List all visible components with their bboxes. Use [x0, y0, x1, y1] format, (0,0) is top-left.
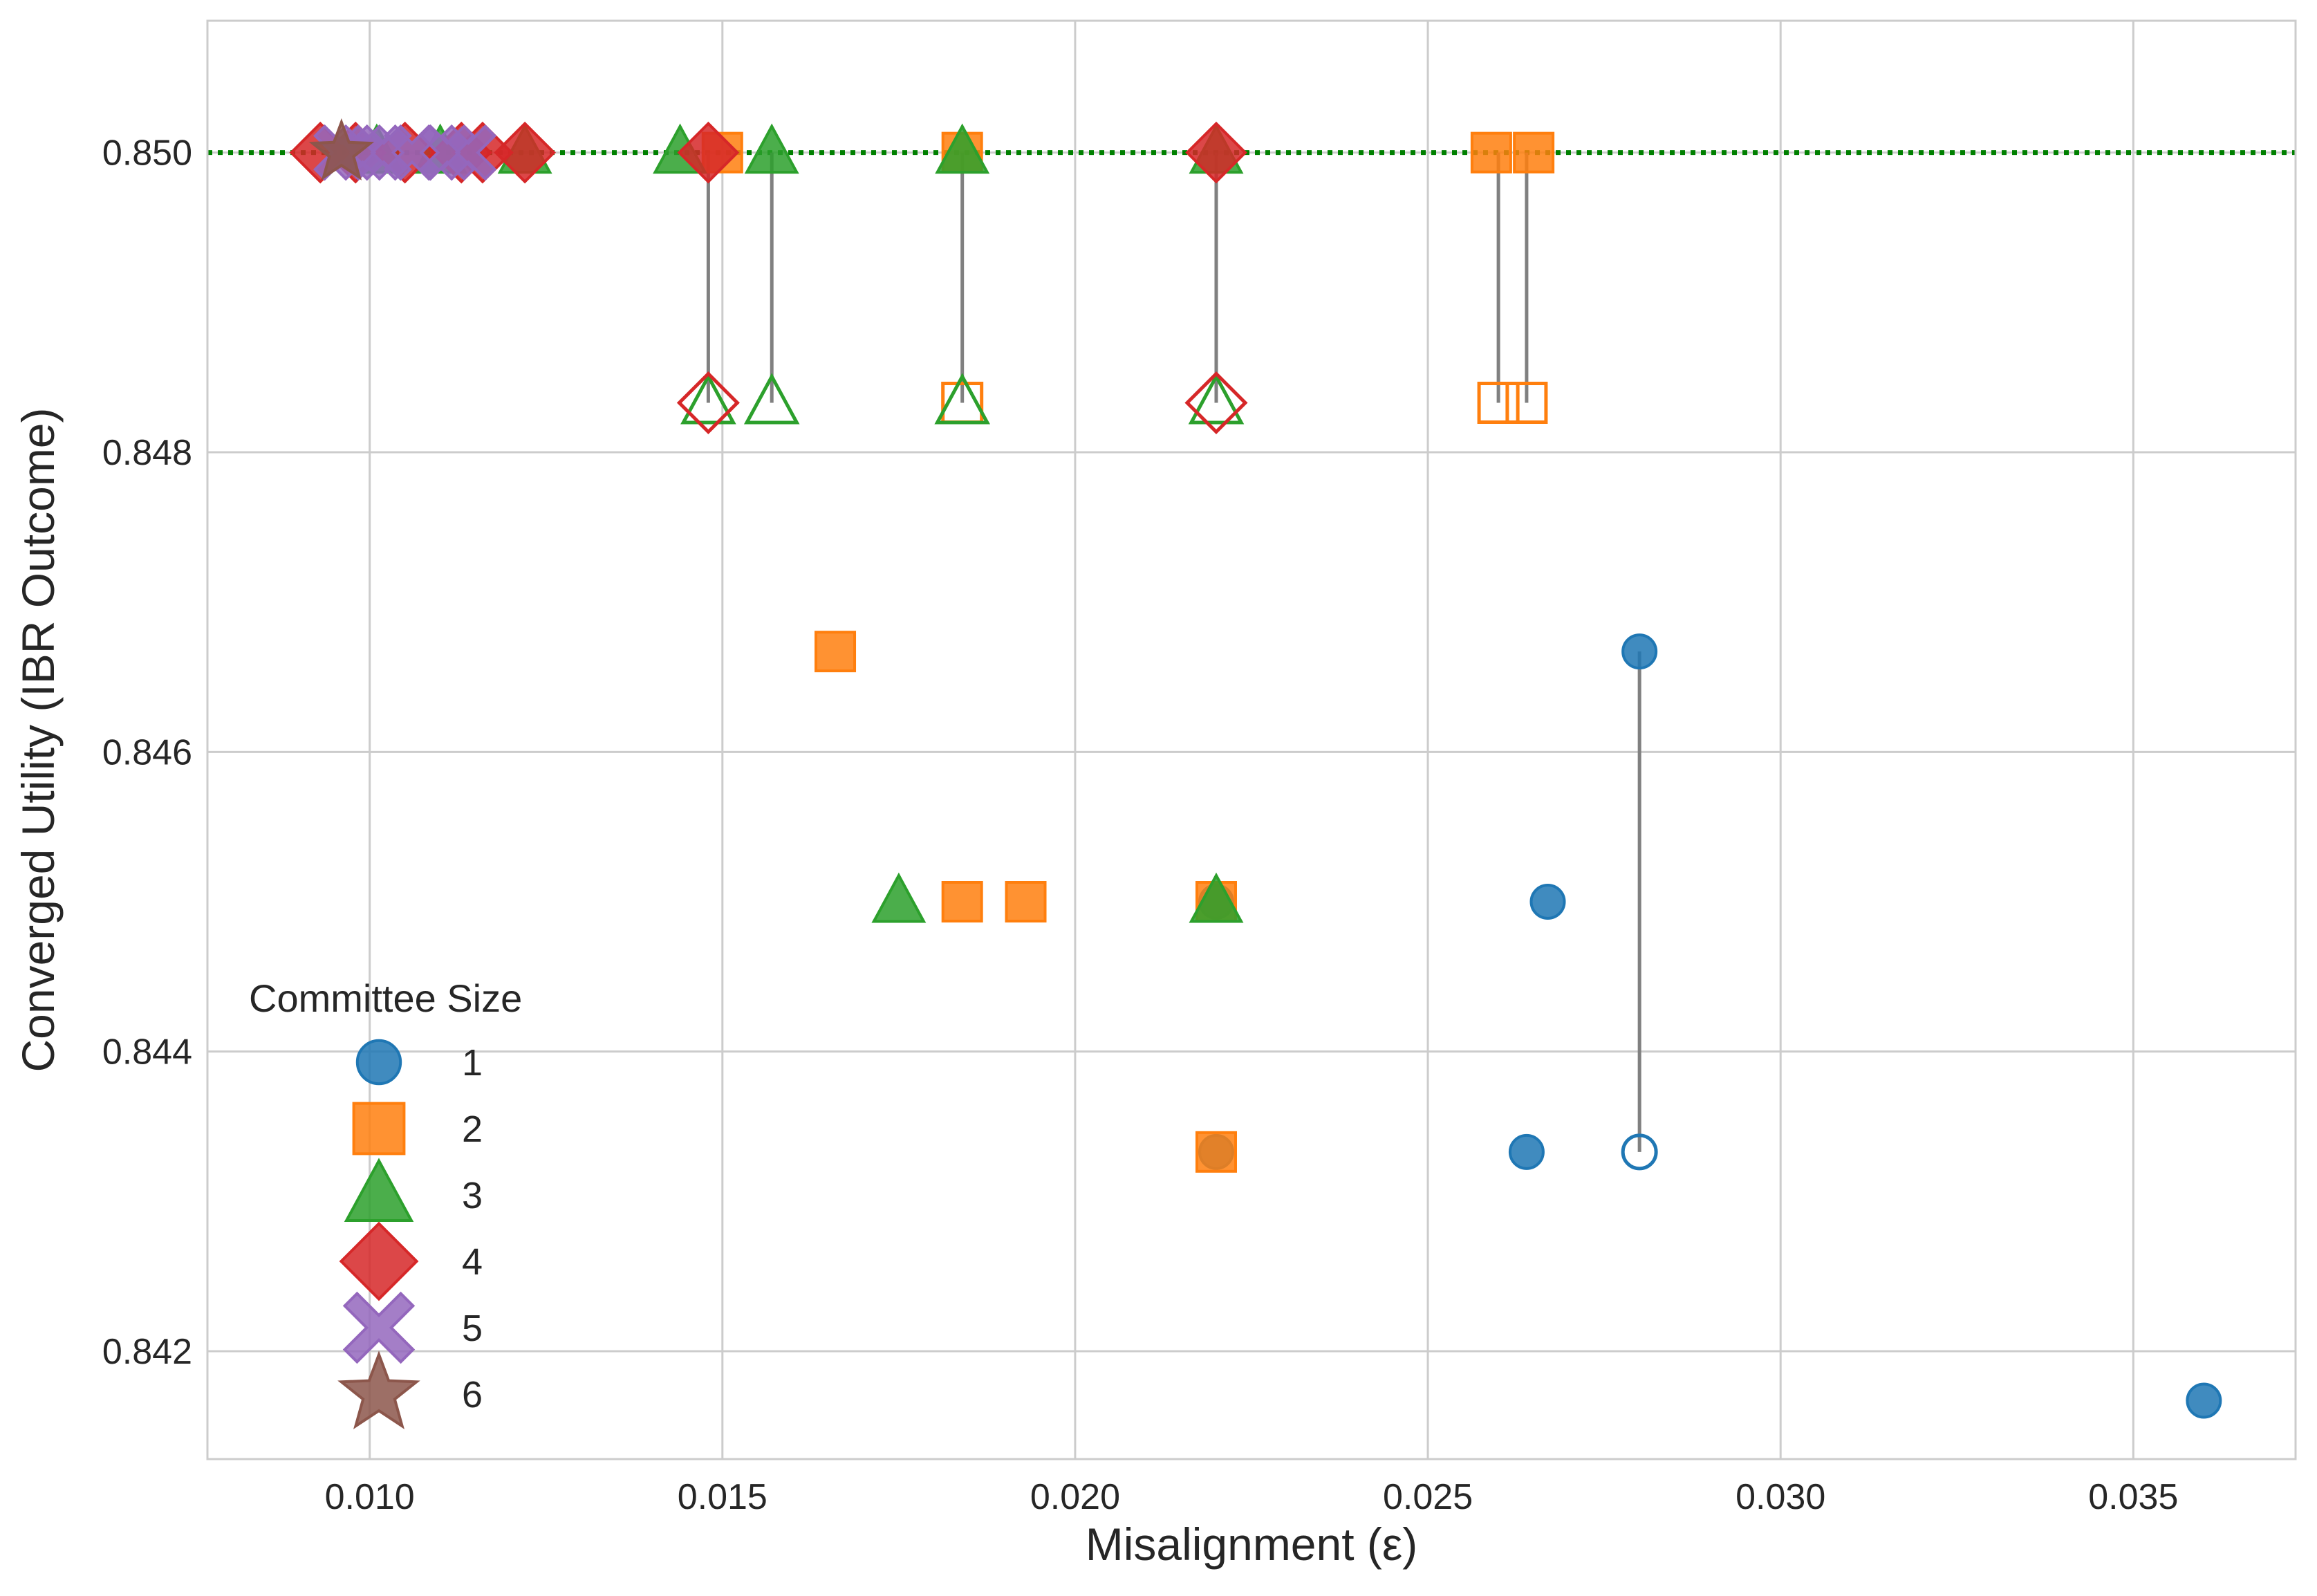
legend: Committee Size 1 2 3 4 5 6	[249, 976, 522, 1429]
open-diamond-marker	[1184, 371, 1248, 435]
series-4-diamond-marker	[494, 121, 556, 184]
open-markers	[676, 371, 1658, 1171]
x-tick-label: 0.015	[678, 1477, 767, 1517]
open-triangle-marker	[934, 373, 990, 425]
series-3-triangle-marker	[1189, 872, 1244, 923]
x-tick-label: 0.030	[1736, 1477, 1825, 1517]
legend-triangle-icon	[344, 1158, 414, 1223]
connector-lines	[706, 152, 1641, 1152]
y-tick-label: 0.850	[102, 133, 192, 174]
legend-entry-label: 3	[462, 1175, 483, 1216]
legend-x-icon	[342, 1291, 416, 1364]
series-1-circle-marker	[1508, 1133, 1545, 1170]
y-tick-label: 0.842	[102, 1332, 192, 1372]
x-tick-label: 0.010	[325, 1477, 415, 1517]
series-5-x-marker	[440, 124, 497, 181]
series-1-circle-marker	[1621, 633, 1658, 670]
series-2-square-marker	[1005, 881, 1047, 922]
series-3-triangle-marker	[871, 872, 927, 923]
open-triangle-marker	[1188, 373, 1245, 425]
open-square-marker	[1505, 382, 1548, 424]
legend-diamond-icon	[339, 1221, 419, 1301]
y-tick-label: 0.846	[102, 732, 192, 772]
series-3-triangle-marker	[744, 123, 799, 174]
x-tick-label: 0.035	[2088, 1477, 2178, 1517]
series-4-diamond-marker	[677, 121, 740, 184]
legend-entry-label: 5	[462, 1308, 483, 1349]
series-1-circle-marker	[2186, 1382, 2222, 1419]
plot-background	[207, 21, 2296, 1459]
legend-star-icon	[337, 1351, 420, 1429]
series-2-square-marker	[941, 881, 983, 922]
x-axis-label: Misalignment (ε)	[1086, 1519, 1418, 1570]
y-tick-label: 0.844	[102, 1032, 192, 1073]
y-tick-label: 0.848	[102, 433, 192, 473]
series-3-triangle-marker	[935, 123, 990, 174]
open-diamond-marker	[676, 371, 740, 435]
series-4-diamond-marker	[1185, 121, 1247, 184]
series-2-square-marker	[1470, 131, 1512, 174]
series-2-square-marker	[815, 631, 857, 673]
open-triangle-marker	[680, 373, 736, 425]
open-square-marker	[1477, 382, 1520, 424]
open-triangle-marker	[743, 373, 800, 425]
plot-frame	[206, 19, 2297, 1460]
x-tick-label: 0.025	[1383, 1477, 1473, 1517]
legend-title: Committee Size	[249, 976, 522, 1020]
legend-entry-label: 4	[462, 1241, 483, 1283]
legend-entry-label: 1	[462, 1042, 483, 1084]
legend-entry-label: 2	[462, 1108, 483, 1150]
y-axis-label: Converged Utility (IBR Outcome)	[12, 408, 64, 1073]
filled-markers	[289, 118, 2222, 1419]
x-tick-label: 0.020	[1030, 1477, 1120, 1517]
series-1-circle-marker	[1529, 884, 1566, 920]
legend-circle-icon	[355, 1039, 402, 1086]
series-2-square-marker	[1195, 1131, 1237, 1173]
legend-entry-label: 6	[462, 1374, 483, 1416]
series-2-square-marker	[1513, 131, 1555, 174]
open-circle-marker	[1621, 1133, 1658, 1171]
tick-labels: 0.010 0.015 0.020 0.025 0.030 0.035 0.842 0.844…	[102, 133, 2179, 1517]
legend-square-icon	[352, 1102, 406, 1156]
series-6-star-marker	[308, 118, 375, 180]
